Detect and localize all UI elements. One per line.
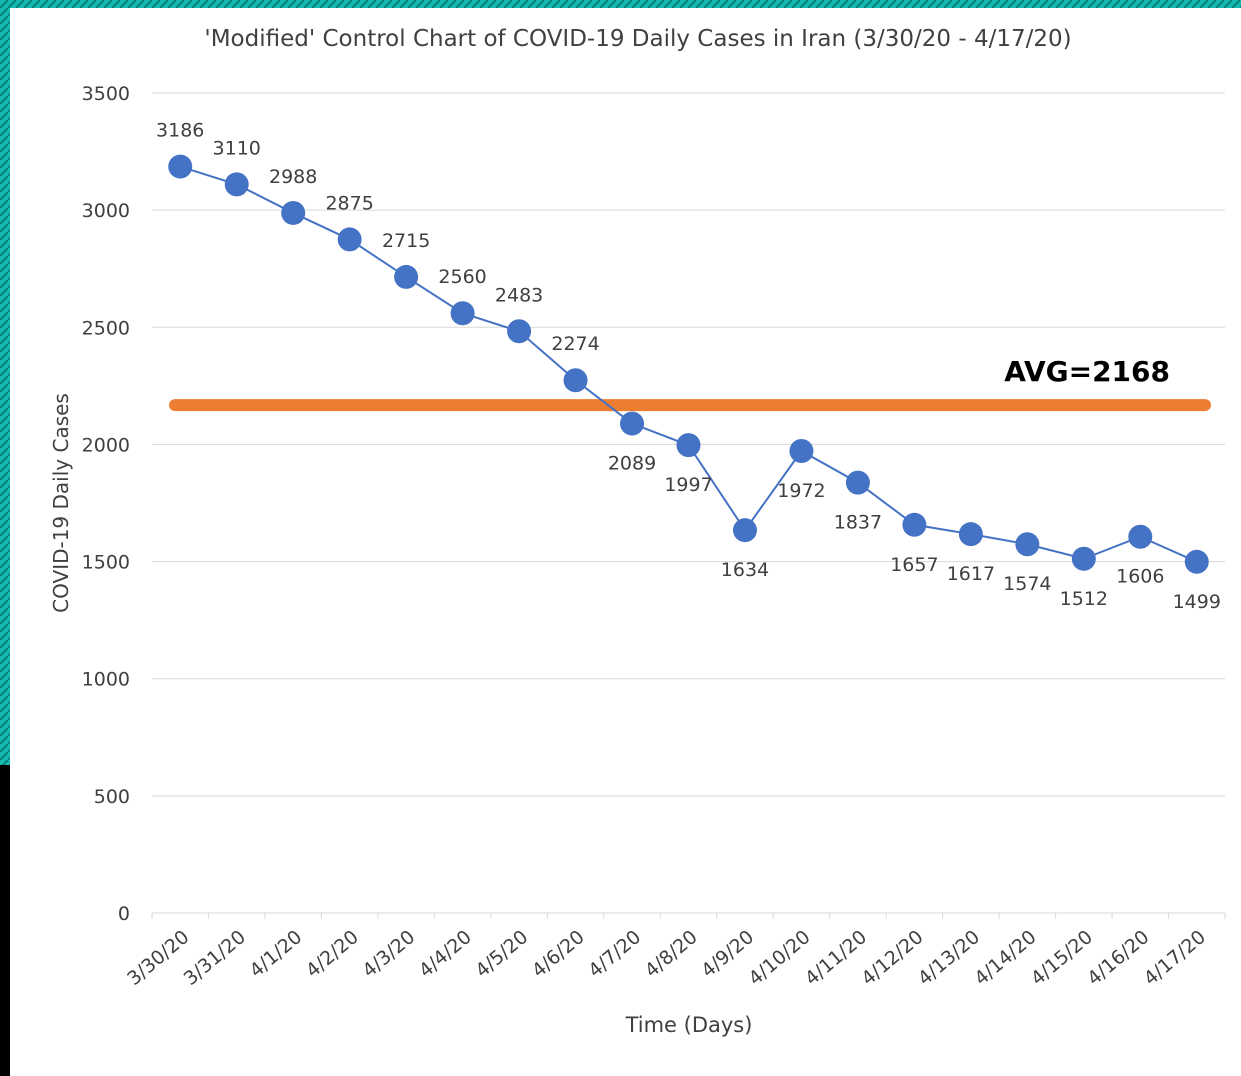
data-point [845,470,870,495]
data-point [1128,524,1153,549]
data-point [394,264,419,289]
x-tick-label: 4/15/20 [1027,926,1097,990]
y-tick-label: 3000 [82,200,130,222]
frame-top [0,0,1241,8]
x-tick-label: 4/7/20 [584,926,645,982]
x-tick-label: 4/13/20 [914,926,984,990]
data-point [224,172,249,197]
data-point [1184,549,1209,574]
data-label: 1512 [1060,588,1108,610]
data-point [958,522,983,547]
x-tick-label: 4/2/20 [302,926,363,982]
x-tick-label: 3/31/20 [180,926,250,990]
average-label: AVG=2168 [1004,355,1170,388]
frame-left-dark [0,765,10,1076]
x-tick-label: 4/4/20 [415,926,476,982]
data-point [902,512,927,537]
data-label: 2715 [382,230,430,252]
frame-left [0,0,10,765]
data-point [281,200,306,225]
data-label: 2089 [608,453,656,475]
x-tick-label: 4/12/20 [857,926,927,990]
x-tick-label: 4/1/20 [245,926,306,982]
x-tick-label: 4/8/20 [641,926,702,982]
data-label: 3110 [213,137,261,159]
data-point [732,518,757,543]
y-tick-label: 0 [118,903,130,925]
data-point [168,154,193,179]
data-label: 1972 [777,480,825,502]
x-tick-label: 4/16/20 [1083,926,1153,990]
y-tick-label: 1500 [82,552,130,574]
x-tick-label: 4/5/20 [471,926,532,982]
data-label: 1837 [834,512,882,534]
y-tick-label: 2000 [82,434,130,456]
y-tick-label: 2500 [82,317,130,339]
x-tick-label: 4/17/20 [1140,926,1210,990]
data-label: 2560 [438,266,486,288]
x-tick-label: 4/6/20 [528,926,589,982]
data-point [676,433,701,458]
data-point [450,301,475,326]
data-point [507,319,532,344]
y-tick-label: 500 [94,786,130,808]
data-label: 1606 [1116,566,1164,588]
data-label: 1574 [1003,573,1051,595]
data-label: 2274 [551,333,599,355]
data-point [620,411,645,436]
data-label: 2483 [495,284,543,306]
x-tick-label: 4/11/20 [801,926,871,990]
data-label: 3186 [156,120,204,142]
x-tick-label: 4/3/20 [358,926,419,982]
data-point [337,227,362,252]
x-tick-label: 4/10/20 [744,926,814,990]
data-point [563,368,588,393]
data-point [1071,546,1096,571]
data-label: 1657 [890,554,938,576]
data-label: 2988 [269,166,317,188]
x-tick-label: 4/14/20 [970,926,1040,990]
data-label: 1997 [664,474,712,496]
x-axis-title: Time (Days) [625,1013,753,1037]
data-label: 1617 [947,563,995,585]
y-axis-title: COVID-19 Daily Cases [49,393,73,613]
y-tick-label: 3500 [82,83,130,105]
data-label: 2875 [325,192,373,214]
data-label: 1499 [1173,591,1221,613]
y-tick-label: 1000 [82,669,130,691]
chart-title: 'Modified' Control Chart of COVID-19 Dai… [204,26,1071,52]
data-point [789,438,814,463]
data-point [1015,532,1040,557]
data-label: 1634 [721,559,769,581]
x-tick-label: 3/30/20 [123,926,193,990]
